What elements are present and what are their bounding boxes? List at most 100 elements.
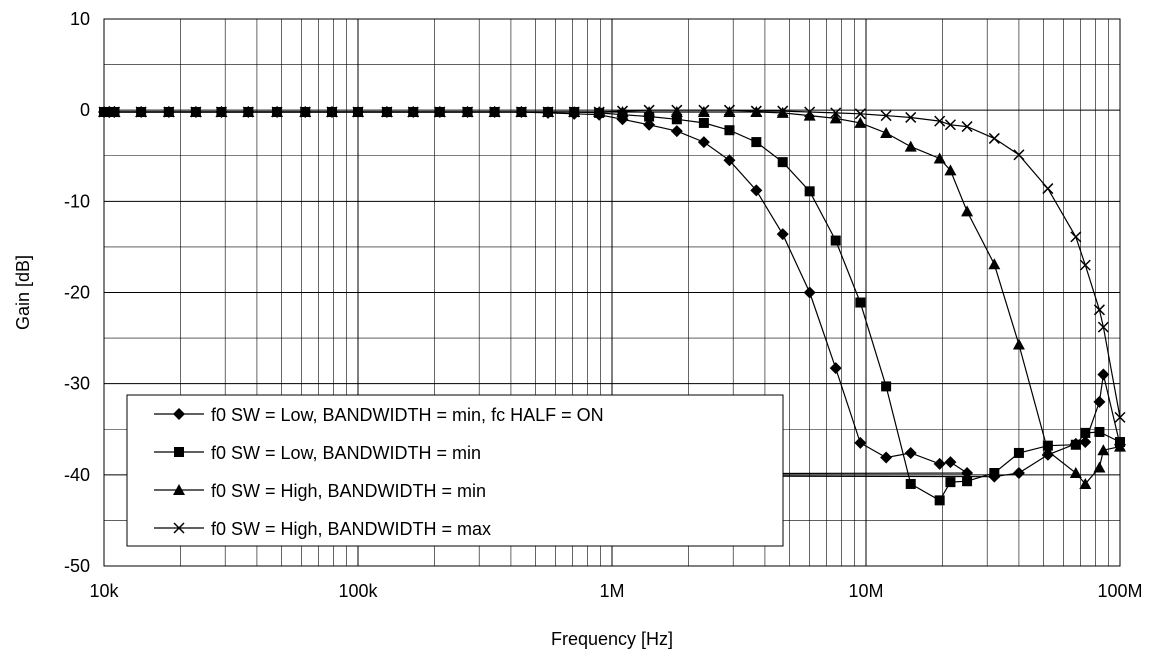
y-tick-label: 10 bbox=[70, 9, 90, 29]
data-point-square bbox=[855, 297, 866, 308]
data-point-x bbox=[1070, 231, 1082, 243]
data-point-x bbox=[1114, 411, 1126, 423]
data-point-x bbox=[750, 105, 762, 117]
data-point-x bbox=[381, 106, 393, 118]
data-point-diamond bbox=[723, 154, 736, 167]
x-tick-label: 1M bbox=[599, 581, 624, 601]
data-point-x bbox=[515, 106, 527, 118]
x-tick-label: 100M bbox=[1097, 581, 1142, 601]
data-point-square bbox=[905, 478, 916, 489]
data-point-x bbox=[593, 106, 605, 118]
data-point-diamond bbox=[904, 446, 917, 459]
data-point-x bbox=[103, 106, 115, 118]
series-line bbox=[104, 109, 1121, 418]
data-point-triangle bbox=[961, 205, 974, 217]
data-point-diamond bbox=[750, 184, 763, 197]
data-point-diamond bbox=[829, 362, 842, 375]
data-point-x bbox=[616, 105, 629, 117]
data-point-triangle bbox=[904, 140, 917, 152]
y-tick-label: -10 bbox=[64, 191, 90, 211]
data-point-x bbox=[944, 119, 956, 131]
y-tick-labels: 10 0 -10 -20 -30 -40 -50 bbox=[64, 9, 90, 576]
data-point-x bbox=[723, 104, 735, 116]
data-point-x bbox=[830, 107, 842, 119]
data-point-diamond bbox=[697, 136, 710, 149]
data-point-square bbox=[777, 157, 788, 168]
data-point-square bbox=[671, 114, 682, 125]
data-point-x bbox=[1013, 149, 1025, 161]
data-point-x bbox=[1097, 321, 1109, 333]
legend-label: f0 SW = Low, BANDWIDTH = min bbox=[211, 443, 481, 463]
data-point-x bbox=[934, 115, 946, 127]
data-point-triangle bbox=[933, 152, 946, 164]
data-point-square bbox=[1070, 439, 1081, 450]
data-point-triangle bbox=[643, 105, 656, 117]
data-point-x bbox=[671, 104, 683, 116]
data-point-square bbox=[698, 117, 709, 128]
legend: f0 SW = Low, BANDWIDTH = min, fc HALF = … bbox=[126, 394, 784, 547]
data-point-x bbox=[489, 106, 501, 118]
data-point-diamond bbox=[173, 408, 185, 420]
data-point-triangle bbox=[173, 484, 185, 495]
data-point-x bbox=[135, 106, 147, 118]
data-point-triangle bbox=[1097, 444, 1110, 456]
data-point-diamond bbox=[776, 228, 789, 241]
data-point-x bbox=[777, 105, 789, 117]
data-point-square bbox=[989, 468, 1000, 479]
data-point-square bbox=[724, 125, 735, 136]
data-point-square bbox=[1013, 447, 1024, 458]
data-point-x bbox=[271, 106, 283, 118]
data-point-square bbox=[1080, 427, 1091, 438]
data-point-diamond bbox=[1093, 395, 1106, 408]
data-point-x bbox=[854, 108, 866, 120]
data-point-x bbox=[163, 106, 175, 118]
data-point-x bbox=[698, 104, 710, 116]
data-point-triangle bbox=[776, 106, 789, 118]
data-point-square bbox=[751, 137, 762, 148]
data-point-triangle bbox=[1114, 440, 1126, 452]
data-point-x bbox=[462, 106, 474, 118]
data-point-square bbox=[830, 235, 841, 246]
data-point-x bbox=[352, 106, 364, 118]
data-point-x bbox=[98, 106, 110, 118]
data-point-x bbox=[961, 121, 973, 133]
data-point-diamond bbox=[643, 118, 656, 131]
data-point-square bbox=[962, 476, 973, 487]
data-point-triangle bbox=[988, 258, 1001, 270]
x-tick-label: 100k bbox=[338, 581, 378, 601]
data-point-x bbox=[1093, 304, 1105, 316]
data-point-triangle bbox=[803, 109, 816, 121]
data-point-x bbox=[804, 106, 816, 118]
x-tick-label: 10k bbox=[89, 581, 119, 601]
data-point-square bbox=[934, 495, 945, 506]
data-point-triangle bbox=[670, 105, 683, 117]
data-point-diamond bbox=[1079, 436, 1092, 449]
data-point-square bbox=[1094, 426, 1105, 437]
data-point-square bbox=[945, 477, 956, 488]
data-point-triangle bbox=[723, 105, 736, 117]
data-point-x bbox=[905, 111, 917, 123]
data-point-x bbox=[242, 106, 254, 118]
series-4 bbox=[98, 104, 1126, 423]
data-point-triangle bbox=[944, 164, 957, 176]
x-tick-label: 10M bbox=[848, 581, 883, 601]
data-point-x bbox=[880, 110, 892, 122]
data-point-square bbox=[804, 186, 815, 197]
x-axis-title: Frequency [Hz] bbox=[551, 629, 673, 649]
data-point-diamond bbox=[1012, 467, 1025, 480]
data-point-x bbox=[434, 106, 446, 118]
data-point-triangle bbox=[1093, 461, 1106, 473]
data-point-triangle bbox=[1041, 445, 1054, 457]
data-point-x bbox=[1042, 183, 1054, 195]
data-point-diamond bbox=[944, 456, 957, 469]
data-point-diamond bbox=[1097, 368, 1110, 381]
data-point-x bbox=[190, 106, 202, 118]
y-axis-title: Gain [dB] bbox=[13, 255, 33, 330]
y-tick-label: -30 bbox=[64, 374, 90, 394]
data-point-x bbox=[542, 106, 554, 118]
data-point-diamond bbox=[854, 436, 867, 449]
y-tick-label: -50 bbox=[64, 556, 90, 576]
data-point-x bbox=[1079, 259, 1091, 271]
